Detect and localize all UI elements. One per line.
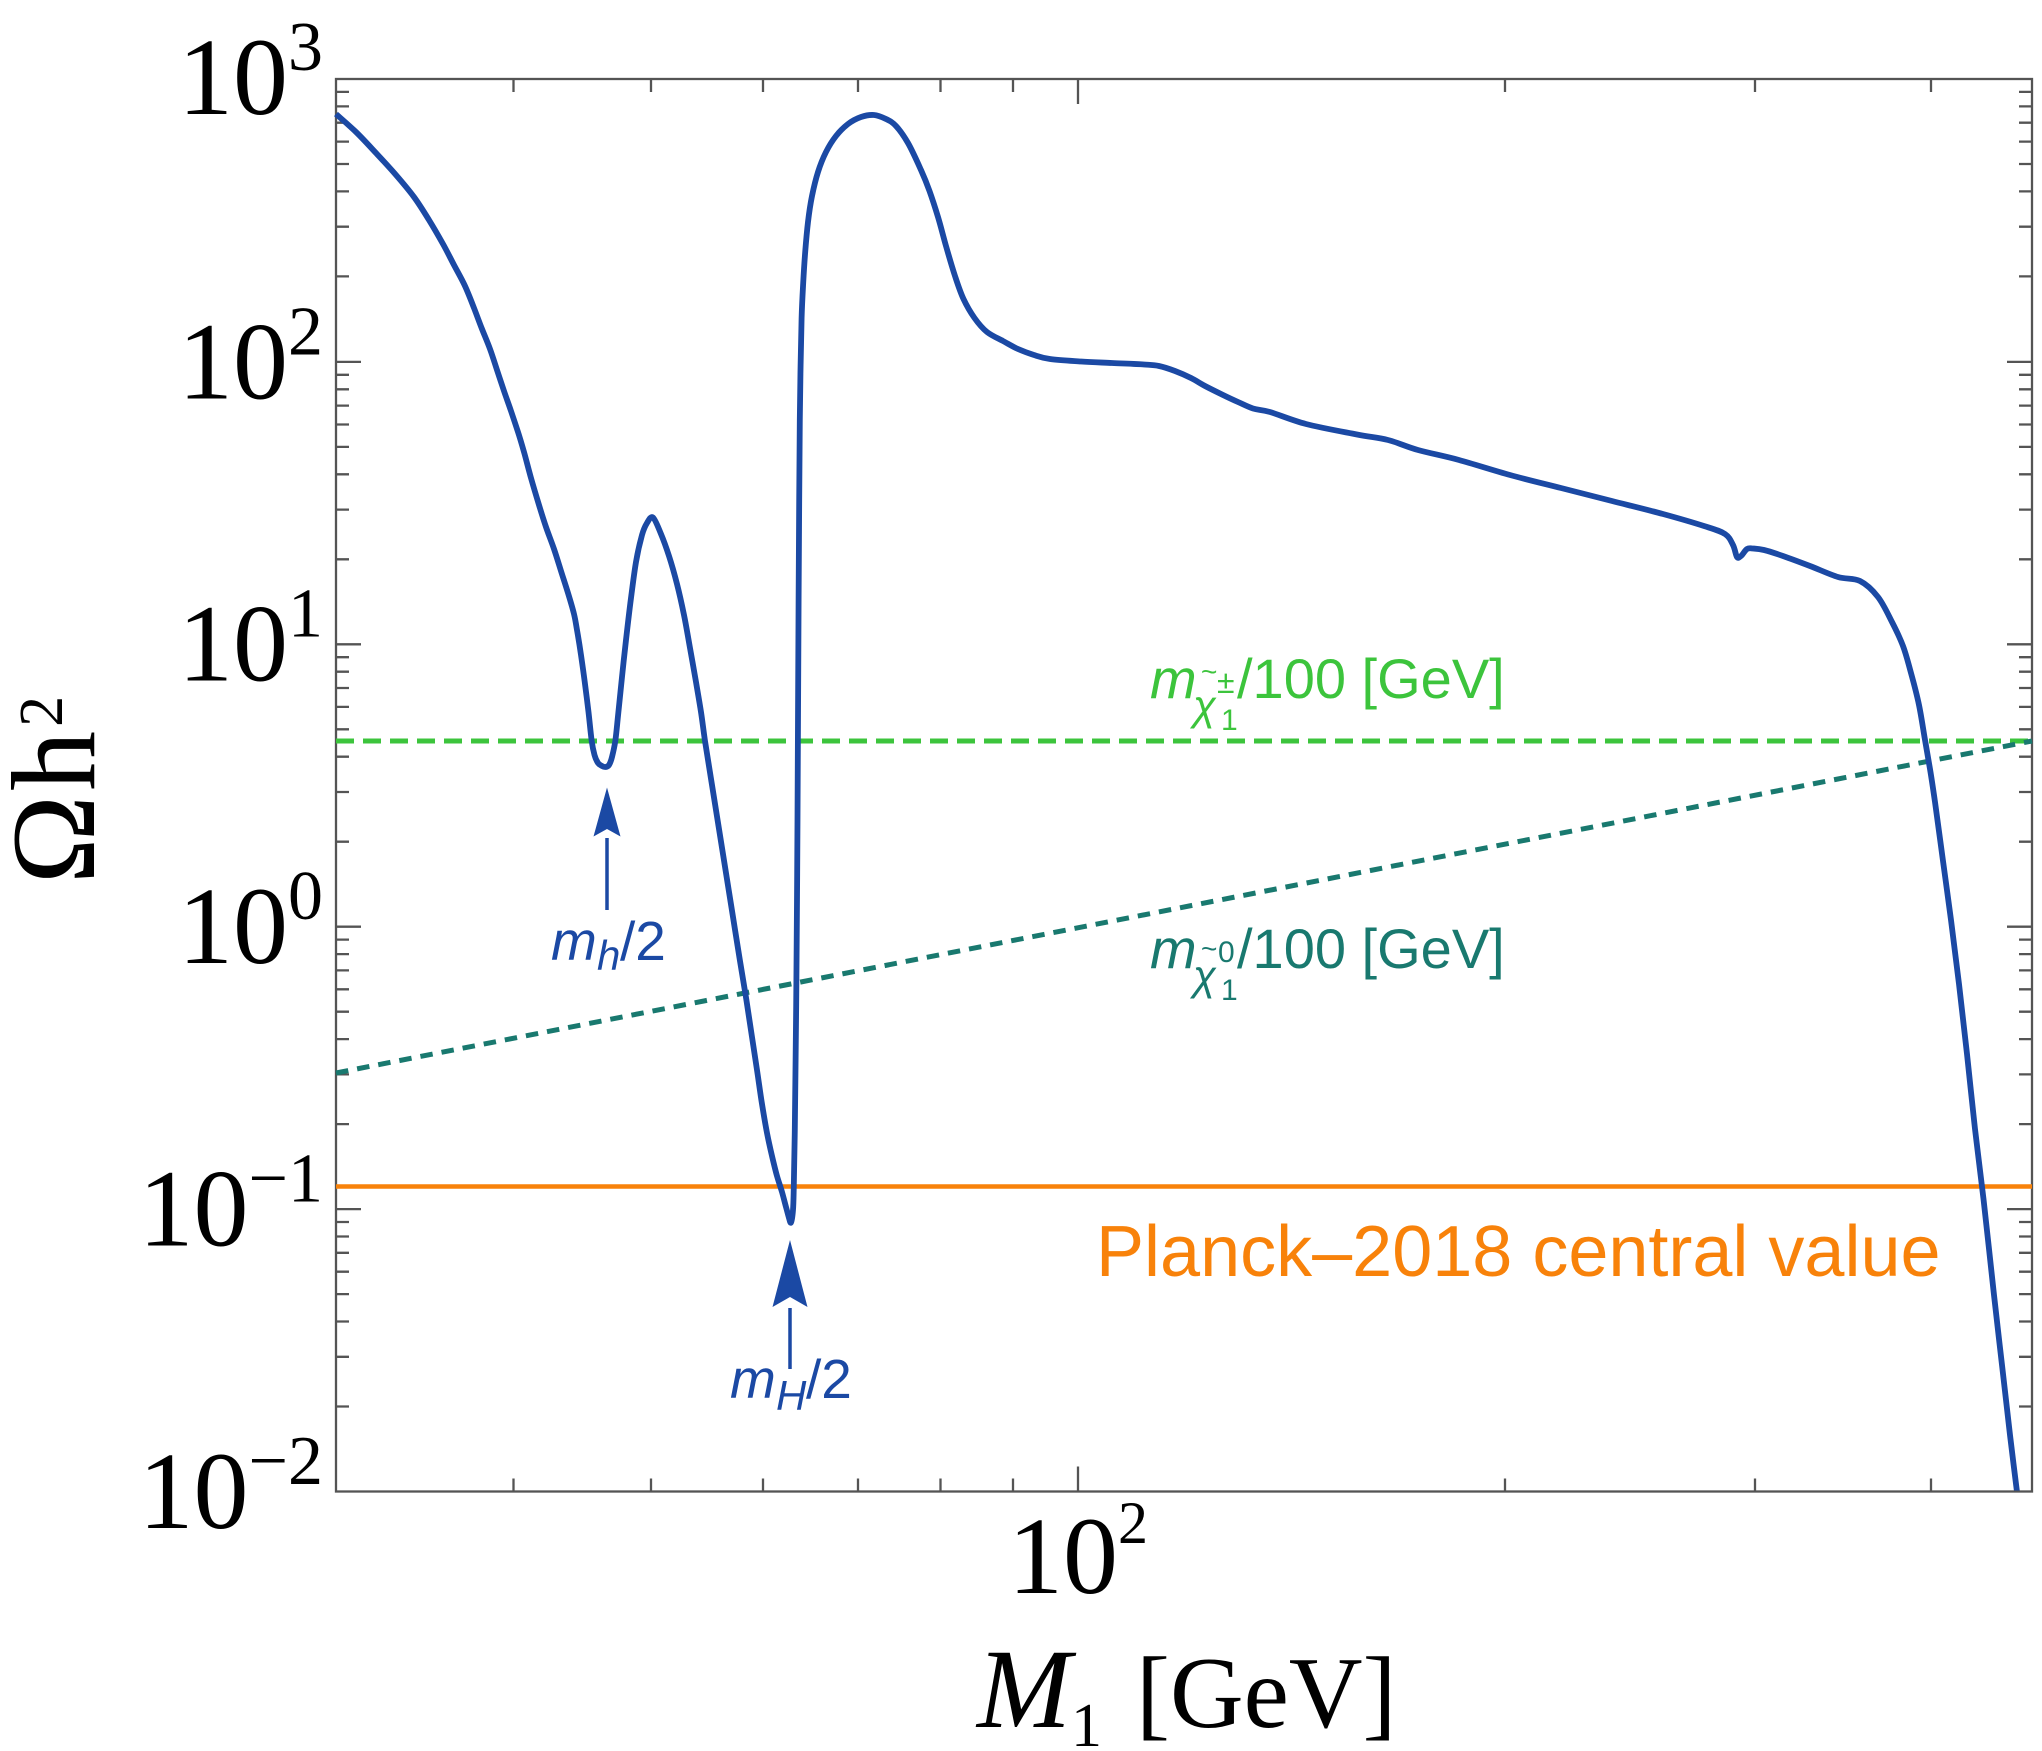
svg-text:1: 1 — [1221, 704, 1238, 737]
svg-text:0: 0 — [1218, 936, 1235, 969]
svg-text:/100 [GeV]: /100 [GeV] — [1237, 647, 1505, 710]
svg-text:/2: /2 — [806, 1348, 852, 1410]
svg-text:[GeV]: [GeV] — [1136, 1637, 1397, 1750]
svg-text:χ: χ — [1189, 682, 1217, 729]
svg-text:1: 1 — [1071, 1692, 1102, 1751]
svg-text:~: ~ — [1201, 656, 1217, 687]
svg-text:~: ~ — [1201, 933, 1217, 964]
svg-text:H: H — [776, 1372, 807, 1419]
svg-text:±: ± — [1217, 664, 1235, 700]
svg-text:1: 1 — [1221, 974, 1238, 1007]
svg-text:Planck–2018 central value: Planck–2018 central value — [1096, 1212, 1941, 1292]
svg-text:m: m — [551, 910, 597, 972]
svg-text:h: h — [597, 932, 620, 979]
svg-text:m: m — [730, 1348, 776, 1410]
svg-text:100: 100 — [178, 858, 323, 987]
svg-text:M: M — [975, 1627, 1077, 1751]
svg-text:χ: χ — [1189, 952, 1217, 999]
svg-text:/100 [GeV]: /100 [GeV] — [1237, 917, 1505, 980]
svg-text:m: m — [1150, 647, 1197, 710]
svg-text:10−1: 10−1 — [139, 1141, 323, 1270]
svg-text:m: m — [1150, 917, 1197, 980]
svg-text:/2: /2 — [620, 910, 666, 972]
svg-text:Ωh2: Ωh2 — [0, 692, 120, 884]
